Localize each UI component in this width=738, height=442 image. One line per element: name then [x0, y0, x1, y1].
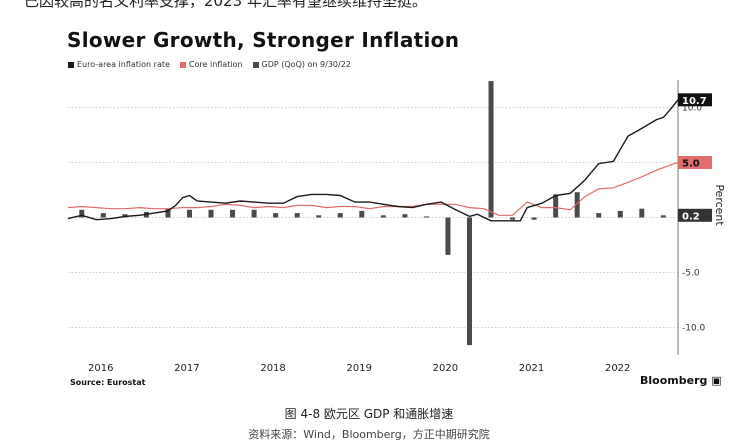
chart-brand: Bloomberg ▣ — [640, 374, 722, 387]
gdp-bar — [230, 209, 236, 218]
gdp-bar — [165, 208, 171, 218]
brand-logo-icon: ▣ — [711, 374, 722, 387]
x-tick-label: 2016 — [88, 363, 113, 374]
value-label-box — [678, 208, 712, 222]
legend-swatch-gdp — [252, 61, 259, 68]
y-axis-title: Percent — [713, 184, 726, 226]
value-label-text: 5.0 — [682, 159, 700, 170]
gdp-bar — [423, 216, 429, 218]
gdp-bar — [596, 213, 602, 218]
gdp-bar — [574, 192, 580, 218]
legend-swatch-core — [179, 61, 186, 68]
gdp-bar — [337, 213, 343, 218]
header-paragraph-text: 已因较高的名义利率支撑，2023 年汇率有望继续维持坚挺。 — [24, 0, 427, 10]
x-tick-label: 2018 — [260, 363, 285, 374]
gdp-bar — [380, 215, 386, 218]
figure-caption: 图 4-8 欧元区 GDP 和通胀增速 — [284, 407, 454, 421]
gdp-bar — [273, 213, 279, 218]
value-label-box — [678, 156, 712, 169]
gdp-bar — [488, 81, 494, 218]
gdp-bar — [639, 208, 645, 218]
chart-legend: Euro-area inflation rate Core inflation … — [68, 60, 351, 69]
x-tick-label: 2021 — [519, 363, 544, 374]
gdp-bar — [208, 209, 214, 218]
legend-item-inflation: Euro-area inflation rate — [68, 60, 170, 69]
legend-label-inflation: Euro-area inflation rate — [77, 60, 170, 69]
x-tick-label: 2017 — [174, 363, 199, 374]
gdp-bar — [617, 210, 623, 218]
x-tick-label: 2019 — [346, 363, 371, 374]
y-tick-label: -10.0 — [682, 324, 706, 334]
y-tick-label: 10.0 — [682, 104, 702, 114]
gdp-bar — [100, 213, 106, 218]
y-tick-label: -5.0 — [682, 269, 700, 279]
value-label-box — [678, 93, 712, 107]
legend-label-gdp: GDP (QoQ) on 9/30/22 — [261, 60, 351, 69]
x-tick-label: 2022 — [605, 363, 630, 374]
value-label-text: 0.2 — [682, 211, 700, 222]
gdp-bar — [660, 215, 666, 218]
legend-label-core: Core inflation — [188, 60, 243, 69]
gdp-bar — [294, 213, 300, 218]
legend-item-gdp: GDP (QoQ) on 9/30/22 — [252, 60, 351, 69]
figure-source-note: 资料来源：Wind，Bloomberg，方正中期研究院 — [248, 428, 490, 441]
gdp-bar — [531, 217, 537, 220]
legend-item-core: Core inflation — [179, 60, 243, 69]
gdp-bar — [466, 217, 472, 346]
gdp-bar — [402, 214, 408, 218]
inflation-line — [67, 99, 679, 222]
gdp-bar — [359, 210, 365, 218]
chart-title: Slower Growth, Stronger Inflation — [67, 28, 460, 52]
core-inflation-line — [67, 161, 679, 216]
gdp-bar — [251, 209, 257, 218]
chart-source: Source: Eurostat — [70, 378, 146, 387]
gdp-bar — [186, 209, 192, 218]
legend-swatch-inflation — [68, 61, 74, 68]
value-label-text: 10.7 — [682, 96, 707, 107]
gdp-bar — [445, 217, 451, 255]
gdp-bar — [79, 209, 85, 218]
x-tick-label: 2020 — [433, 363, 458, 374]
gdp-bar — [316, 215, 322, 218]
gdp-bar — [510, 217, 516, 220]
brand-label: Bloomberg — [640, 374, 708, 387]
gdp-bar — [553, 194, 559, 218]
